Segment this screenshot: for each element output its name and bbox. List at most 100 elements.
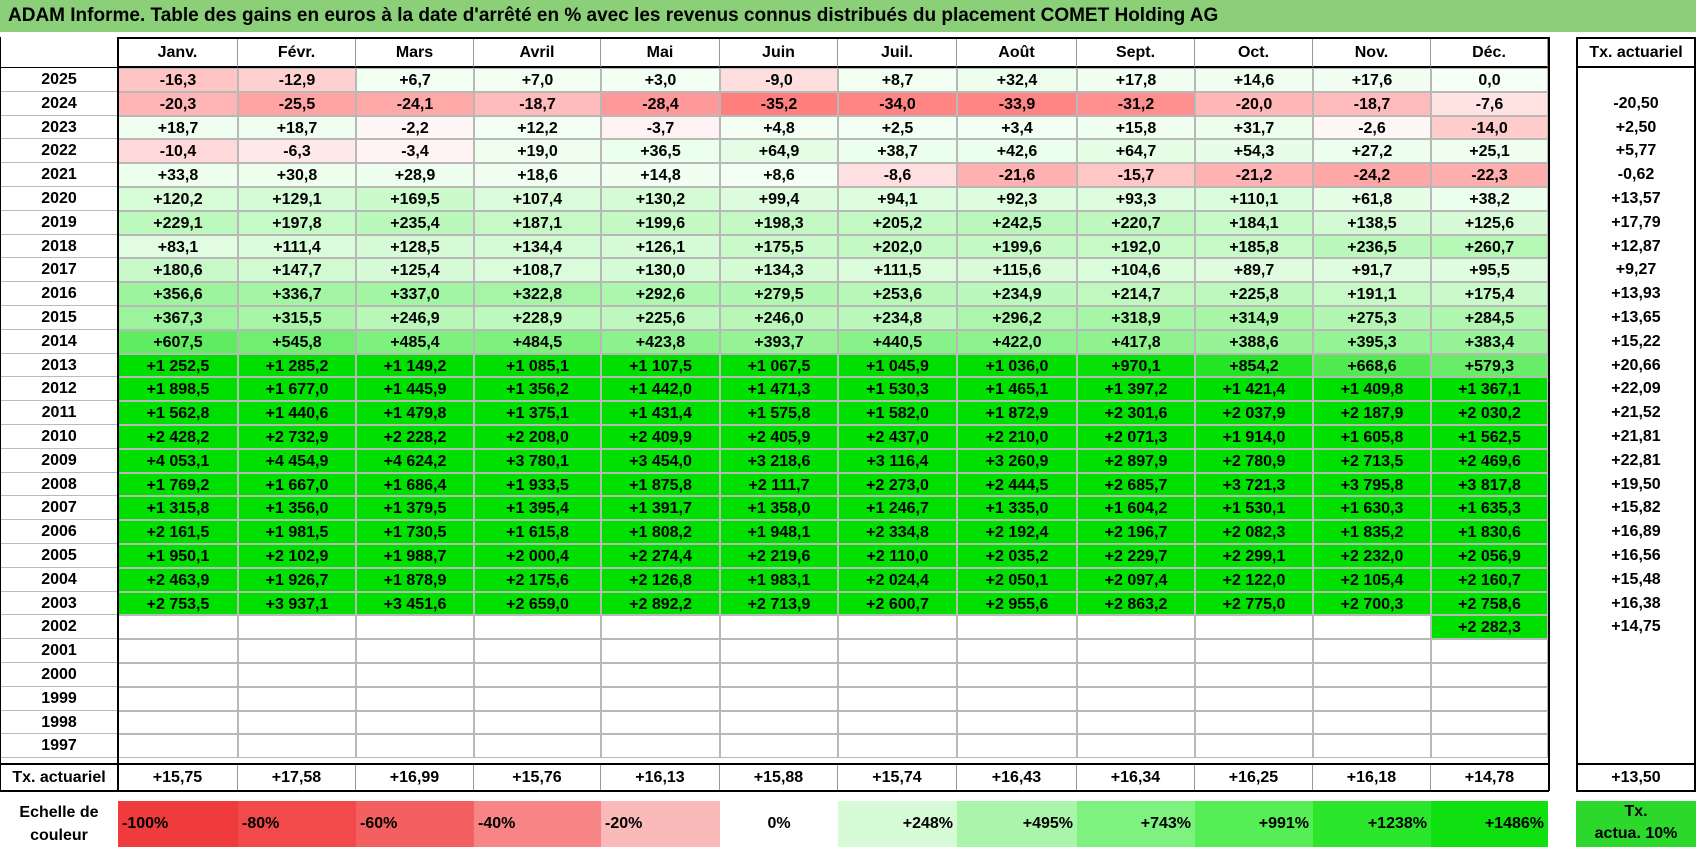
table-cell: +147,7 <box>238 258 356 283</box>
table-cell: +2 274,4 <box>601 544 720 568</box>
table-cell <box>118 663 238 687</box>
table-cell <box>957 686 1077 711</box>
year-label: 2012 <box>0 377 118 402</box>
table-cell: +91,7 <box>1313 258 1431 283</box>
table-cell <box>118 639 238 663</box>
table-cell: +2 208,0 <box>474 425 601 449</box>
annual-rate-cell: +13,93 <box>1611 285 1661 303</box>
table-cell: +2 437,0 <box>838 425 957 449</box>
annual-rate-cell: -20,50 <box>1613 94 1659 112</box>
table-cell: +1 285,2 <box>238 353 356 378</box>
year-label: 1998 <box>0 711 118 735</box>
annual-rate-cell: +14,75 <box>1611 618 1661 636</box>
scale-label: Echelle de couleur <box>0 801 118 847</box>
year-label: 2021 <box>0 163 118 187</box>
annual-rate-header: Tx. actuariel <box>1576 38 1696 68</box>
table-cell: -22,3 <box>1431 163 1548 187</box>
table-cell <box>1431 639 1548 663</box>
table-cell: +2 082,3 <box>1195 520 1313 544</box>
annual-rate-cell: +19,50 <box>1611 475 1661 493</box>
table-cell <box>1077 615 1195 640</box>
table-cell <box>474 710 601 735</box>
table-cell: +198,3 <box>720 210 838 235</box>
table-cell: +367,3 <box>118 306 238 330</box>
table-border-top <box>118 37 1549 39</box>
table-cell: +2 700,3 <box>1313 591 1431 616</box>
table-cell: +3 218,6 <box>720 448 838 473</box>
table-cell: +284,5 <box>1431 306 1548 330</box>
table-cell: +125,6 <box>1431 210 1548 235</box>
table-cell: +175,4 <box>1431 282 1548 306</box>
table-cell: +14,8 <box>601 163 720 187</box>
table-cell: +111,4 <box>238 234 356 259</box>
table-cell: +4 624,2 <box>356 448 474 473</box>
table-cell <box>601 686 720 711</box>
year-label: 2001 <box>0 639 118 663</box>
table-cell: +2 863,2 <box>1077 591 1195 616</box>
table-cell: +1 926,7 <box>238 567 356 592</box>
table-cell: -24,1 <box>356 91 474 116</box>
table-cell: +1 914,0 <box>1195 425 1313 449</box>
table-cell: +12,2 <box>474 115 601 140</box>
table-cell: +220,7 <box>1077 210 1195 235</box>
table-cell: +1 358,0 <box>720 496 838 521</box>
year-label: 2024 <box>0 92 118 116</box>
table-cell: +1 604,2 <box>1077 496 1195 521</box>
table-cell: +1 431,4 <box>601 401 720 425</box>
scale-legend-line: Tx. <box>1624 803 1648 820</box>
table-cell: +130,0 <box>601 258 720 283</box>
table-border-bottom <box>0 790 1549 792</box>
table-cell: +199,6 <box>957 234 1077 259</box>
table-cell: +607,5 <box>118 329 238 354</box>
table-cell: +18,7 <box>118 115 238 140</box>
table-cell: +854,2 <box>1195 353 1313 378</box>
table-cell: +2 600,7 <box>838 591 957 616</box>
footer-label: Tx. actuariel <box>12 769 106 786</box>
header-divider <box>0 67 1549 68</box>
table-cell: +2 210,0 <box>957 425 1077 449</box>
table-cell <box>1313 710 1431 735</box>
table-cell: +1 983,1 <box>720 567 838 592</box>
table-cell: +2 037,9 <box>1195 401 1313 425</box>
table-cell <box>957 615 1077 640</box>
table-cell: +1 442,0 <box>601 377 720 402</box>
year-label: 2017 <box>0 258 118 283</box>
table-cell <box>720 663 838 687</box>
table-cell: +2 030,2 <box>1431 401 1548 425</box>
table-cell: +1 872,9 <box>957 401 1077 425</box>
table-cell <box>1195 686 1313 711</box>
annual-rate-cell: +5,77 <box>1615 142 1657 160</box>
month-header: Sept. <box>1077 38 1195 68</box>
table-cell: +228,9 <box>474 306 601 330</box>
table-cell: +1 562,8 <box>118 401 238 425</box>
table-cell: +2 463,9 <box>118 567 238 592</box>
table-cell: +2 175,6 <box>474 567 601 592</box>
table-cell: +36,5 <box>601 139 720 164</box>
table-cell: +2 000,4 <box>474 544 601 568</box>
footer-rate: +16,18 <box>1313 765 1431 790</box>
table-cell: +4,8 <box>720 115 838 140</box>
month-header: Janv. <box>118 38 238 68</box>
year-label: 2009 <box>0 449 118 473</box>
month-header: Juil. <box>838 38 957 68</box>
table-cell <box>1195 615 1313 640</box>
table-cell: +89,7 <box>1195 258 1313 283</box>
table-cell: +1 471,3 <box>720 377 838 402</box>
table-cell: +115,6 <box>957 258 1077 283</box>
month-header: Oct. <box>1195 38 1313 68</box>
table-cell <box>1313 615 1431 640</box>
annual-rate-cell: +21,52 <box>1611 404 1661 422</box>
table-cell: +1 769,2 <box>118 472 238 497</box>
table-cell: +2 659,0 <box>474 591 601 616</box>
table-cell: -3,7 <box>601 115 720 140</box>
scale-step: -80% <box>238 801 356 847</box>
table-cell: +1 335,0 <box>957 496 1077 521</box>
table-cell: +423,8 <box>601 329 720 354</box>
scale-step: +1486% <box>1431 801 1548 847</box>
table-cell <box>1431 710 1548 735</box>
table-cell <box>1077 686 1195 711</box>
annual-rate-cell <box>1576 68 1696 92</box>
table-cell: +260,7 <box>1431 234 1548 259</box>
year-label: 2013 <box>0 354 118 378</box>
month-header: Mai <box>601 38 720 68</box>
